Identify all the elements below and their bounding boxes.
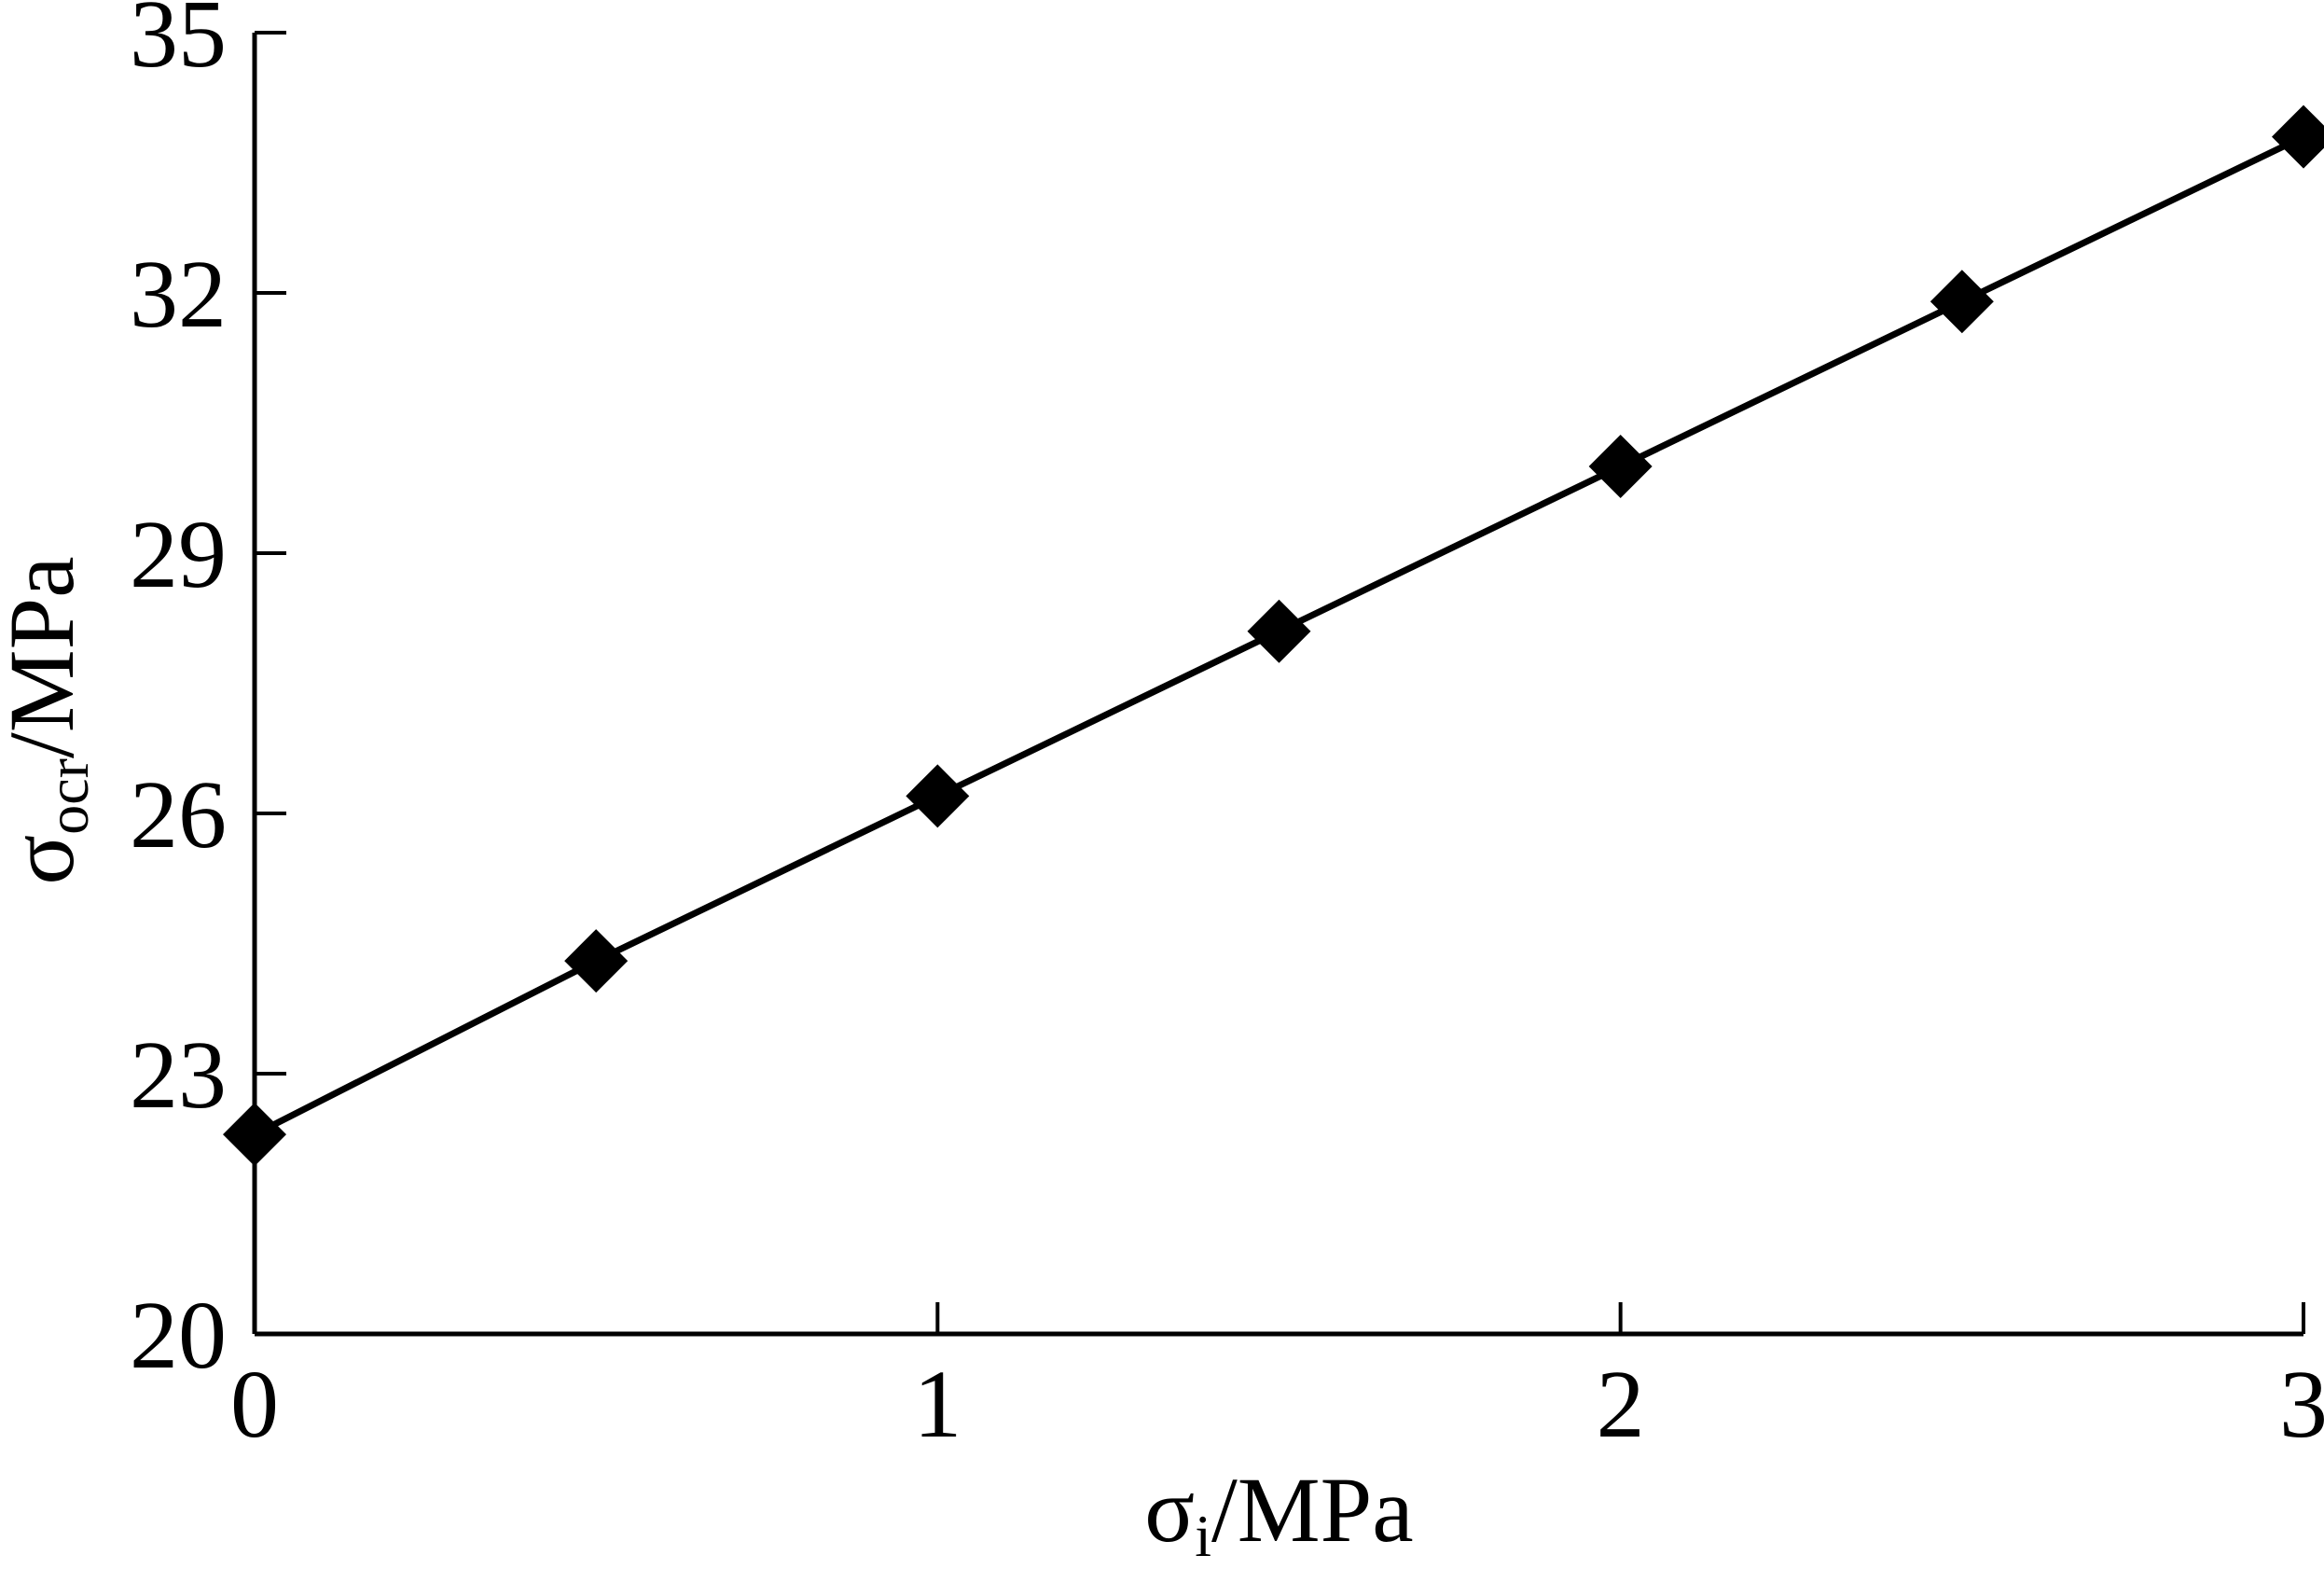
x-axis-title-subscript: i: [1195, 1503, 1211, 1569]
y-tick-label: 32: [130, 241, 227, 348]
data-point-diamond: [1588, 435, 1653, 498]
x-tick-label: 0: [230, 1351, 279, 1458]
y-axis-title: σocr/MPa: [0, 556, 101, 884]
data-point-diamond: [223, 1103, 286, 1167]
x-tick-label: 1: [913, 1351, 961, 1458]
x-tick-label: 2: [1597, 1351, 1645, 1458]
y-axis-title-unit: /MPa: [0, 556, 93, 758]
y-tick-label: 35: [130, 0, 227, 88]
y-tick-label: 23: [130, 1021, 227, 1129]
x-tick-label: 3: [2279, 1351, 2324, 1458]
y-axis-ticks: 20 23 26 29 32 35: [130, 0, 286, 1389]
x-axis-title-symbol: σ: [1144, 1458, 1195, 1562]
y-tick-label: 29: [130, 501, 227, 608]
data-point-diamond: [2272, 104, 2324, 169]
x-axis-title-unit: /MPa: [1211, 1458, 1414, 1562]
data-point-diamond: [1247, 599, 1311, 663]
x-axis-title: σi/MPa: [1144, 1458, 1413, 1569]
y-axis-title-symbol: σ: [0, 835, 93, 885]
y-tick-label: 20: [130, 1282, 227, 1389]
data-point-diamond: [1930, 270, 1994, 334]
series-group: [223, 104, 2324, 1167]
y-tick-label: 26: [130, 761, 227, 868]
data-point-diamond: [906, 764, 970, 828]
y-axis-title-subscript: ocr: [35, 758, 101, 835]
data-point-diamond: [564, 929, 629, 993]
x-axis-ticks: 0 1 2 3: [230, 1302, 2324, 1458]
